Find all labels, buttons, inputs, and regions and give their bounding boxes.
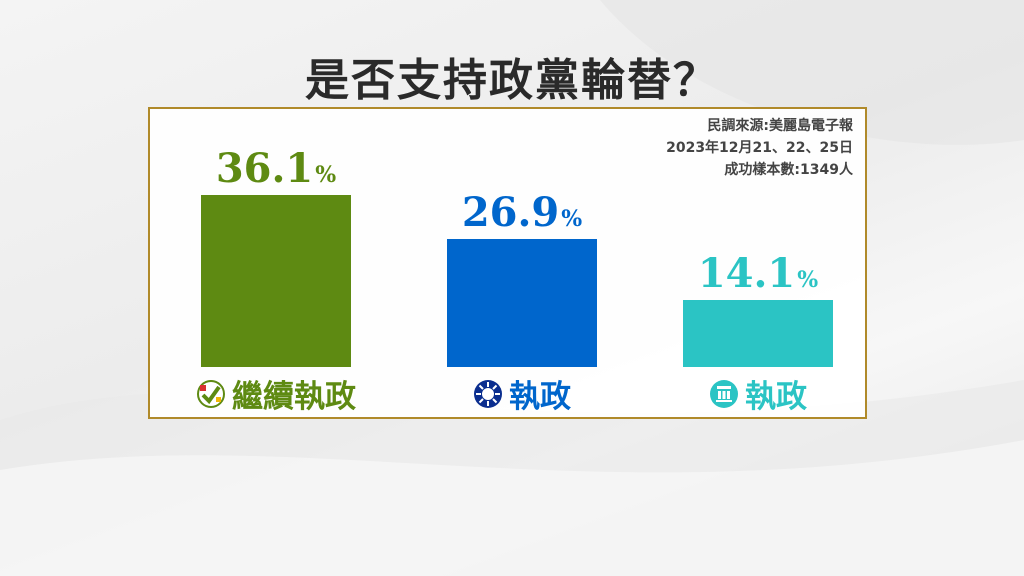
value-number: 26.9 bbox=[461, 189, 560, 236]
bar-tpp bbox=[683, 300, 833, 367]
date-line: 2023年12月21、22、25日 bbox=[666, 140, 853, 156]
value-unit: % bbox=[797, 267, 819, 293]
category-text: 繼續執政 bbox=[232, 379, 356, 415]
category-label-dpp: 繼續執政 bbox=[166, 371, 386, 416]
value-label-tpp: 14.1% bbox=[648, 250, 868, 297]
chart-title: 是否支持政黨輪替？ bbox=[305, 55, 719, 106]
dpp-logo-icon bbox=[197, 379, 225, 408]
kmt-emblem-icon bbox=[474, 379, 502, 408]
poll-source: 民調來源:美麗島電子報 2023年12月21、22、25日 成功樣本數:1349… bbox=[666, 115, 853, 181]
category-text: 執政 bbox=[509, 379, 571, 415]
value-number: 14.1 bbox=[697, 250, 796, 297]
tpp-logo-icon bbox=[710, 379, 738, 408]
sample-line: 成功樣本數:1349人 bbox=[724, 162, 853, 178]
value-unit: % bbox=[315, 162, 337, 188]
bar-dpp bbox=[201, 195, 351, 367]
chart-frame: 民調來源:美麗島電子報 2023年12月21、22、25日 成功樣本數:1349… bbox=[148, 107, 867, 419]
value-unit: % bbox=[561, 206, 583, 232]
category-label-tpp: 執政 bbox=[648, 371, 868, 416]
bar-kmt bbox=[447, 239, 597, 367]
value-label-dpp: 36.1% bbox=[166, 145, 386, 192]
category-text: 執政 bbox=[745, 379, 807, 415]
source-line: 民調來源:美麗島電子報 bbox=[707, 118, 853, 134]
value-label-kmt: 26.9% bbox=[412, 189, 632, 236]
category-label-kmt: 執政 bbox=[412, 371, 632, 416]
value-number: 36.1 bbox=[215, 145, 314, 192]
